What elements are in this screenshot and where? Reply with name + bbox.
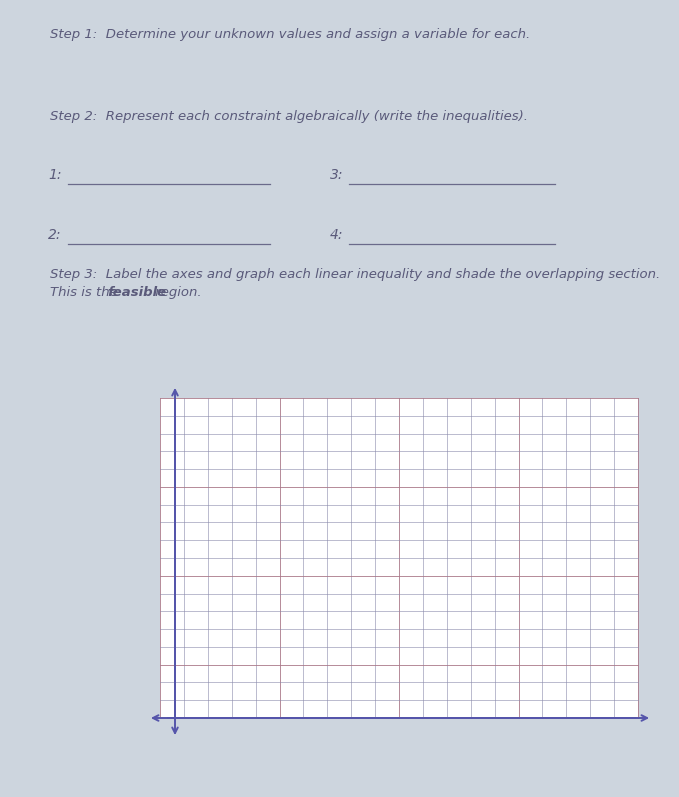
Text: 3:: 3: [330,168,344,182]
Text: 1:: 1: [48,168,62,182]
Text: 2:: 2: [48,228,62,242]
Text: Step 1:  Determine your unknown values and assign a variable for each.: Step 1: Determine your unknown values an… [50,28,530,41]
Text: feasible: feasible [107,286,166,299]
Text: 4:: 4: [330,228,344,242]
Text: Step 3:  Label the axes and graph each linear inequality and shade the overlappi: Step 3: Label the axes and graph each li… [50,268,660,281]
Text: This is the: This is the [50,286,122,299]
Text: Step 2:  Represent each constraint algebraically (write the inequalities).: Step 2: Represent each constraint algebr… [50,110,528,123]
Text: region.: region. [151,286,202,299]
Bar [160,398,638,718]
